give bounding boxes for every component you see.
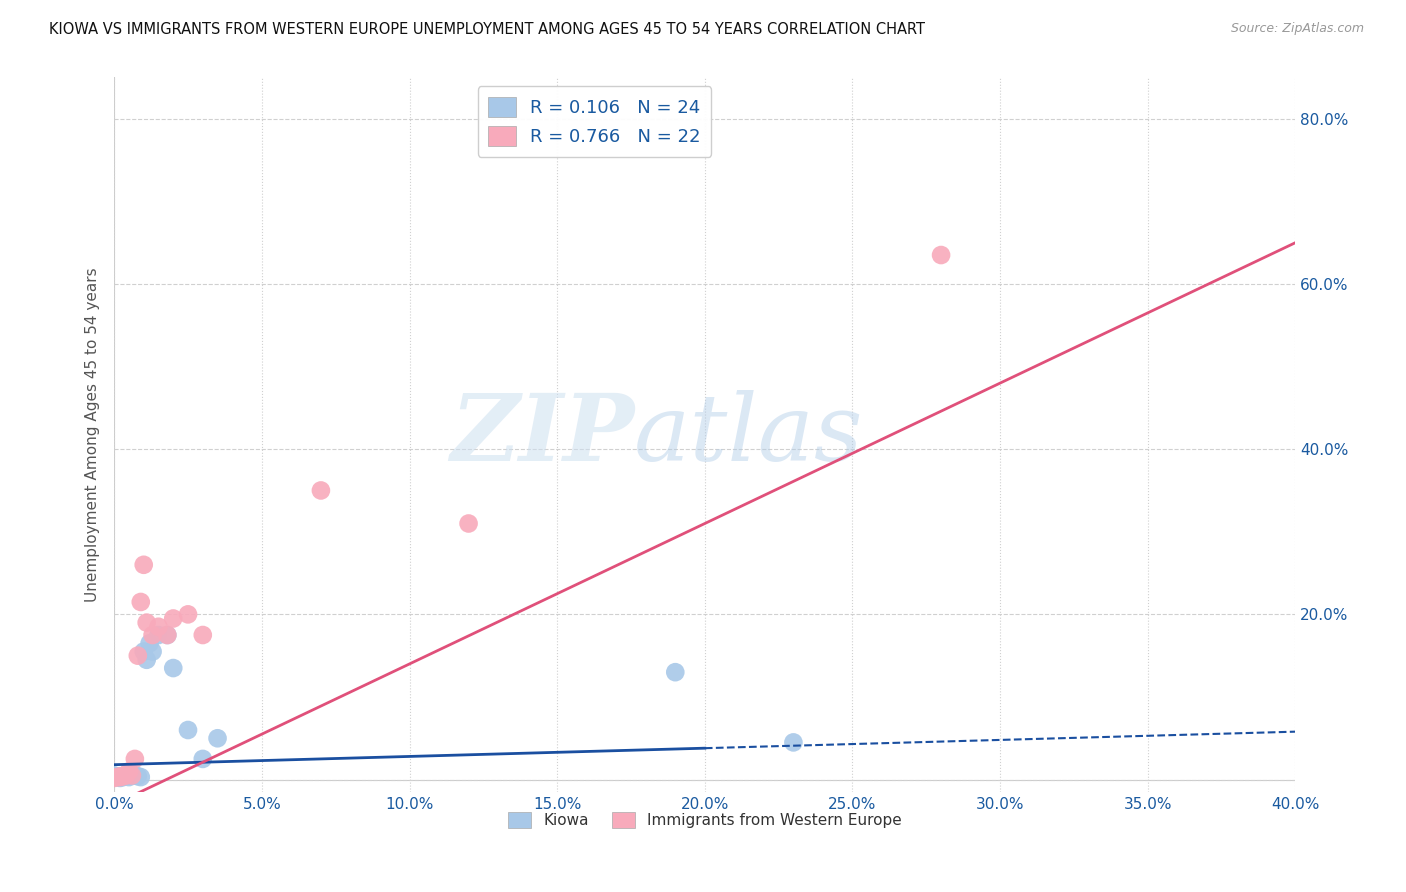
Point — [156, 628, 179, 642]
Text: ZIP: ZIP — [450, 390, 634, 480]
Point — [664, 665, 686, 680]
Point — [135, 615, 157, 630]
Point — [121, 768, 143, 782]
Point — [191, 752, 214, 766]
Point — [457, 516, 479, 531]
Point — [132, 644, 155, 658]
Point — [118, 764, 141, 779]
Point — [138, 636, 160, 650]
Point — [112, 769, 135, 783]
Point — [108, 770, 131, 784]
Point — [129, 770, 152, 784]
Point — [118, 770, 141, 784]
Text: KIOWA VS IMMIGRANTS FROM WESTERN EUROPE UNEMPLOYMENT AMONG AGES 45 TO 54 YEARS C: KIOWA VS IMMIGRANTS FROM WESTERN EUROPE … — [49, 22, 925, 37]
Y-axis label: Unemployment Among Ages 45 to 54 years: Unemployment Among Ages 45 to 54 years — [86, 268, 100, 602]
Point — [124, 752, 146, 766]
Point — [177, 607, 200, 622]
Point — [929, 248, 952, 262]
Point — [162, 611, 184, 625]
Text: atlas: atlas — [634, 390, 863, 480]
Point — [309, 483, 332, 498]
Text: Source: ZipAtlas.com: Source: ZipAtlas.com — [1230, 22, 1364, 36]
Point — [115, 768, 138, 782]
Point — [156, 628, 179, 642]
Legend: Kiowa, Immigrants from Western Europe: Kiowa, Immigrants from Western Europe — [502, 805, 908, 834]
Point — [127, 769, 149, 783]
Point — [105, 770, 128, 784]
Point — [207, 731, 229, 746]
Point — [132, 558, 155, 572]
Point — [118, 768, 141, 782]
Point — [108, 771, 131, 785]
Point — [148, 628, 170, 642]
Point — [108, 769, 131, 783]
Point — [162, 661, 184, 675]
Point — [142, 644, 165, 658]
Point — [108, 769, 131, 783]
Point — [121, 768, 143, 782]
Point — [782, 735, 804, 749]
Point — [105, 770, 128, 784]
Point — [135, 653, 157, 667]
Point — [191, 628, 214, 642]
Point — [103, 771, 125, 785]
Point — [103, 768, 125, 782]
Point — [148, 620, 170, 634]
Point — [112, 770, 135, 784]
Point — [127, 648, 149, 663]
Point — [129, 595, 152, 609]
Point — [177, 723, 200, 737]
Point — [115, 768, 138, 782]
Point — [142, 628, 165, 642]
Point — [124, 768, 146, 782]
